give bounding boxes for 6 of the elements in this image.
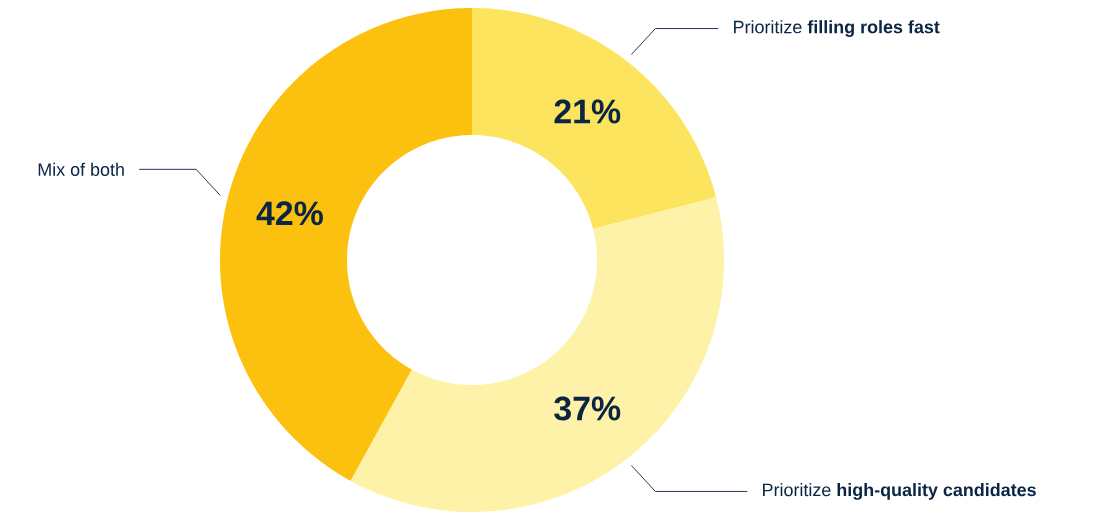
slice-label: Mix of both (38, 162, 124, 176)
data-label: 37% (554, 396, 621, 421)
data-label: 42% (256, 201, 323, 226)
slice-label: Prioritize high-quality candidates (763, 483, 1036, 500)
data-label: 21% (554, 99, 621, 124)
slice-label: Prioritize filling roles fast (734, 20, 940, 37)
